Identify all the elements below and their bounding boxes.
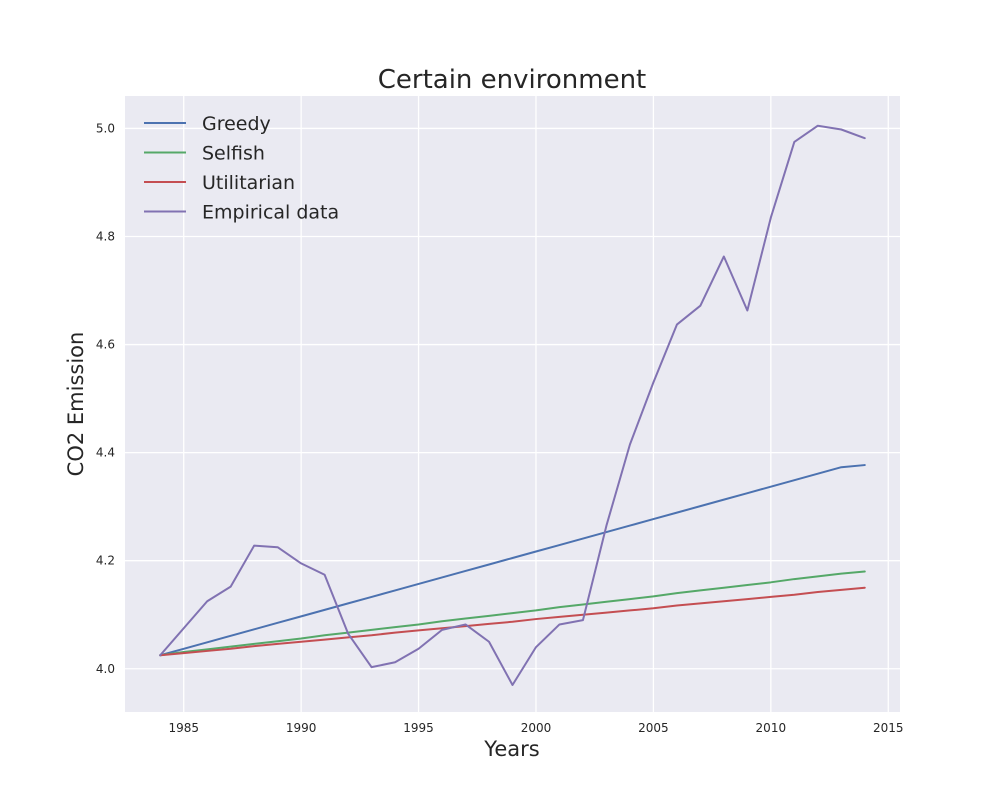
series-line-utilitarian [159,586,866,657]
series-line-selfish [159,570,866,657]
x-tick-label: 2005 [638,721,669,735]
x-tick-label: 2015 [873,721,904,735]
y-tick-label: 5.0 [96,121,115,135]
y-tick-label: 4.8 [96,229,115,243]
legend-label-utilitarian: Utilitarian [202,172,295,194]
y-tick-labels: 4.0 4.2 4.4 4.6 4.8 5.0 [96,121,115,675]
x-tick-label: 2010 [756,721,787,735]
x-tick-labels: 1985 1990 1995 2000 2005 2010 2015 [168,721,903,735]
x-tick-label: 1995 [403,721,434,735]
y-tick-label: 4.6 [96,338,115,352]
series-lines [159,124,866,686]
chart-title: Certain environment [378,65,647,95]
legend-label-empirical-data: Empirical data [202,202,339,224]
y-axis-label: CO2 Emission [64,332,88,477]
y-tick-label: 4.0 [96,662,115,676]
legend: Greedy Selfish Utilitarian Empirical data [144,113,339,224]
x-tick-label: 1985 [168,721,199,735]
series-line-empirical-data [159,124,866,686]
legend-label-selfish: Selfish [202,143,265,165]
grid-lines [125,96,900,712]
x-axis-label: Years [483,737,539,761]
series-line-greedy [159,464,866,657]
y-tick-label: 4.4 [96,446,115,460]
y-tick-label: 4.2 [96,554,115,568]
x-tick-label: 2000 [521,721,552,735]
x-tick-label: 1990 [286,721,317,735]
legend-label-greedy: Greedy [202,113,271,135]
